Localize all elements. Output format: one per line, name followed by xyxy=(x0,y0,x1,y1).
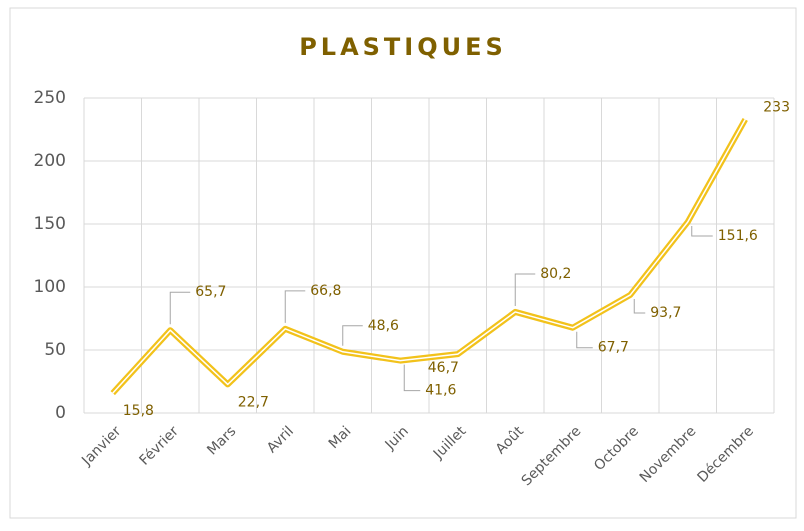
series-line xyxy=(112,119,746,394)
data-label: 151,6 xyxy=(718,228,758,244)
data-label: 46,7 xyxy=(428,360,459,376)
y-tick-label: 50 xyxy=(44,340,66,360)
y-tick-label: 250 xyxy=(34,88,66,108)
leader-line xyxy=(633,298,646,314)
y-tick-label: 100 xyxy=(34,277,66,297)
leader-line xyxy=(342,325,363,346)
leader-line xyxy=(284,290,306,323)
data-label: 93,7 xyxy=(650,305,681,321)
leader-line xyxy=(576,331,593,349)
data-label: 80,2 xyxy=(540,266,571,282)
leader-line xyxy=(514,273,536,306)
leader-line xyxy=(169,291,191,325)
data-label: 22,7 xyxy=(238,394,269,410)
data-label: 65,7 xyxy=(195,284,226,300)
data-label: 233 xyxy=(763,99,790,115)
data-label: 48,6 xyxy=(368,318,399,334)
data-label: 15,8 xyxy=(123,403,154,419)
y-tick-label: 150 xyxy=(34,214,66,234)
data-label: 67,7 xyxy=(598,340,629,356)
y-tick-label: 0 xyxy=(55,403,66,423)
data-label: 66,8 xyxy=(310,283,341,299)
chart-title: PLASTIQUES xyxy=(299,33,507,61)
data-label: 41,6 xyxy=(425,383,456,399)
leader-line xyxy=(691,225,713,237)
y-tick-label: 200 xyxy=(34,151,66,171)
leader-line xyxy=(403,364,421,392)
